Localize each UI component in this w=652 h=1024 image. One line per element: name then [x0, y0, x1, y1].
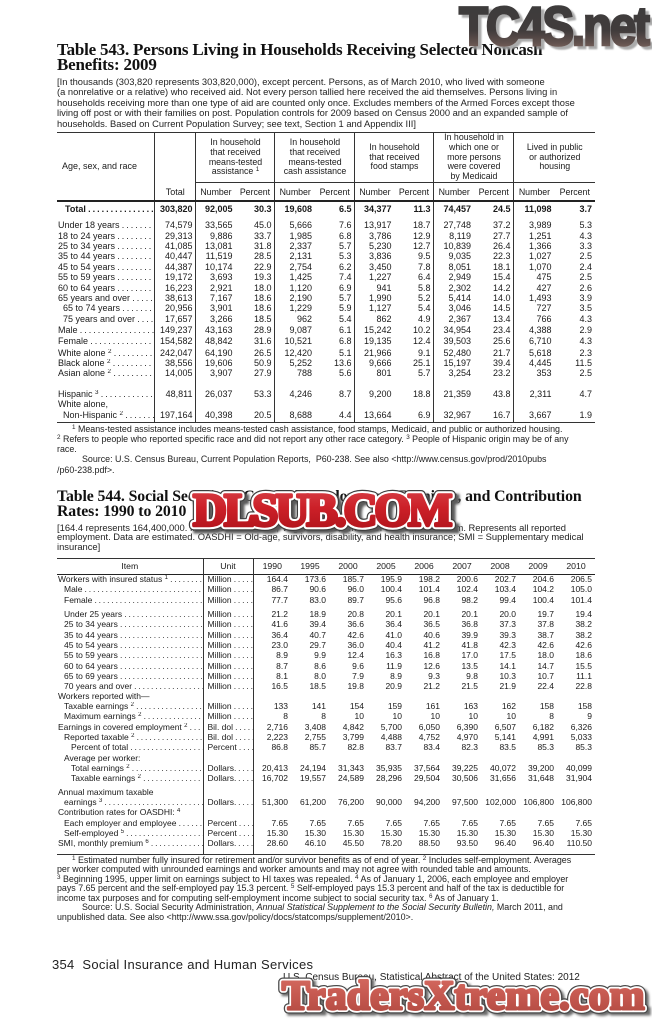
svg-text:TC4S.net: TC4S.net: [459, 0, 650, 57]
svg-text:DLSUB.COM: DLSUB.COM: [193, 485, 451, 537]
svg-text:TradersXtreme.com: TradersXtreme.com: [282, 972, 645, 1018]
svg-text:TradersXtreme.com: TradersXtreme.com: [282, 972, 645, 1018]
svg-text:DLSUB.COM: DLSUB.COM: [193, 485, 451, 537]
svg-text:TC4S.net: TC4S.net: [462, 0, 652, 58]
svg-text:TradersXtreme.com: TradersXtreme.com: [282, 972, 645, 1018]
svg-text:DLSUB.COM: DLSUB.COM: [193, 485, 451, 537]
svg-text:DLSUB.COM: DLSUB.COM: [197, 488, 455, 540]
svg-text:TradersXtreme.com: TradersXtreme.com: [285, 975, 648, 1021]
